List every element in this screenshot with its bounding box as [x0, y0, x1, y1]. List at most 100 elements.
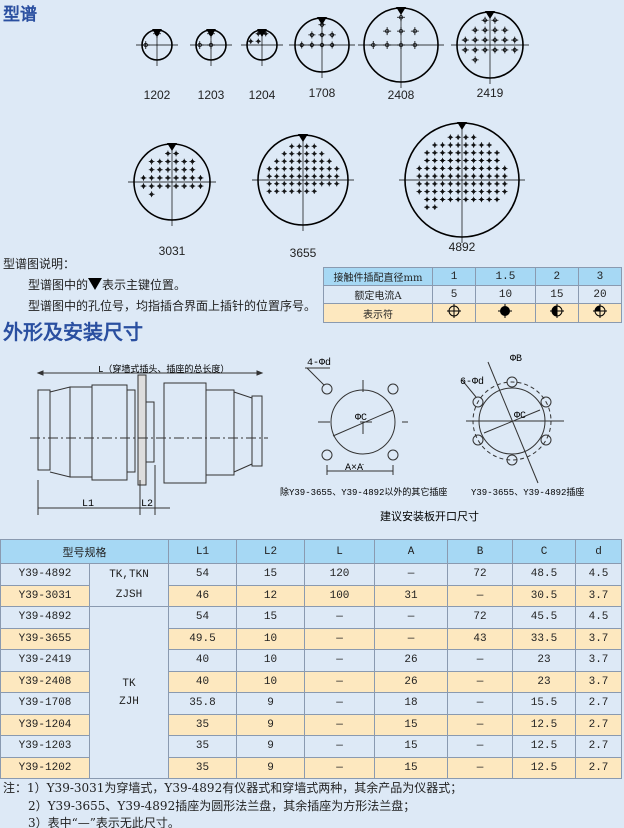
pin-mark: [487, 190, 491, 194]
pin-mark: [478, 188, 485, 195]
value-cell: —: [304, 692, 375, 715]
contact-diameter-label: 接触件插配直径mm: [323, 267, 433, 286]
square-c-label: ΦC: [355, 413, 367, 424]
outline-drawing: L（穿墙式插头、插座的总长度） L1 L2 4-Φd ΦC A×A ΦB 6-Φ…: [30, 354, 584, 523]
pin-mark: [410, 41, 419, 49]
pin-mark: [297, 174, 301, 178]
value-cell: 2.7: [575, 756, 622, 779]
value-cell: 30.5: [512, 584, 576, 607]
pin-mark: [397, 13, 405, 22]
pin-mark: [267, 182, 271, 186]
pin-mark: [425, 197, 429, 202]
pin-mark: [371, 42, 376, 48]
pin-mark: [311, 143, 317, 149]
pin-mark: [141, 176, 146, 180]
pin-mark: [299, 43, 304, 47]
pin-mark: [463, 165, 469, 172]
pin-mark: [440, 174, 445, 178]
pin-mark: [150, 184, 154, 188]
pin-mark: [425, 205, 429, 209]
pin-mark: [501, 26, 509, 34]
cell: 5: [431, 285, 477, 304]
pin-mark: [274, 166, 280, 172]
pin-mark: [424, 181, 430, 187]
pin-mark: [165, 183, 171, 189]
pin-mark: [486, 181, 492, 187]
series-line: TK: [122, 677, 136, 690]
pin-mark: [478, 181, 485, 187]
pin-mark: [282, 159, 286, 163]
pin-mark: [478, 173, 485, 179]
l1-label: L1: [82, 499, 94, 510]
pin-mark: [148, 158, 155, 165]
pin-mark: [312, 189, 316, 193]
pin-mark: [264, 32, 268, 36]
pin-mark: [289, 188, 295, 194]
value-cell: 40: [168, 670, 237, 693]
pin-mark: [502, 28, 507, 33]
pin-mark: [425, 190, 429, 194]
pin-mark: [182, 168, 186, 172]
pin-mark: [479, 166, 484, 170]
pin-mark: [290, 152, 294, 156]
pin-mark: [463, 142, 469, 148]
legend-line-2: 型谱图中的孔位号，均指插合界面上插针的位置序号。: [28, 299, 317, 313]
pin-mark: [189, 158, 196, 165]
pin-mark: [320, 174, 324, 178]
pin-mark: [267, 189, 271, 193]
model-cell: Y39-1202: [0, 756, 90, 779]
pin-mark: [335, 174, 339, 178]
cell: 10: [475, 285, 536, 304]
pin-mark: [290, 174, 294, 178]
pin-mark: [255, 31, 261, 37]
pin-mark: [486, 196, 492, 203]
round-holes-label: 6-Φd: [460, 376, 484, 388]
key-triangle-icon: [257, 29, 267, 37]
pin-mark: [416, 165, 422, 172]
pin-mark: [456, 135, 460, 139]
pin-mark: [198, 184, 203, 188]
pin-mark: [296, 173, 302, 179]
pin-mark: [335, 167, 339, 171]
pin-mark: [432, 150, 438, 156]
pin-mark: [433, 174, 437, 178]
value-cell: 9: [236, 735, 305, 758]
layout-label-1708: 1708: [308, 86, 336, 100]
pin-mark: [320, 43, 324, 47]
pin-mark: [412, 28, 418, 34]
insert-face-1203: [190, 29, 232, 66]
value-cell: 2.7: [575, 735, 622, 758]
pin-mark: [503, 182, 507, 186]
pin-mark: [432, 181, 438, 187]
value-cell: 10: [236, 649, 305, 672]
pin-mark: [289, 181, 295, 187]
pin-mark: [448, 174, 452, 178]
pin-mark: [304, 158, 310, 164]
pin-mark: [448, 158, 452, 163]
value-cell: —: [304, 735, 375, 758]
value-cell: 10: [236, 627, 305, 650]
pin-mark: [290, 159, 294, 163]
model-cell: Y39-2408: [0, 670, 90, 693]
pin-mark: [412, 42, 418, 48]
value-cell: 3.7: [575, 649, 622, 672]
pin-mark: [447, 142, 454, 148]
pin-mark: [165, 166, 171, 173]
pin-mark: [447, 196, 454, 203]
pin-mark: [486, 157, 492, 164]
pin-mark: [470, 188, 477, 195]
square-a-label: A×A: [345, 463, 363, 474]
pin-mark: [335, 182, 339, 186]
pin-mark: [470, 196, 477, 203]
pin-mark: [424, 204, 430, 210]
pin-mark: [502, 181, 508, 187]
value-cell: 3.7: [575, 627, 622, 650]
cell: 1: [431, 267, 477, 286]
pin-mark: [141, 184, 146, 188]
pin-mark: [311, 166, 317, 172]
pin-mark: [495, 174, 499, 178]
model-cell: Y39-1708: [0, 692, 90, 715]
crosshair-circle-icon: [431, 303, 477, 323]
pin-mark: [481, 36, 489, 44]
pin-mark: [311, 181, 317, 187]
